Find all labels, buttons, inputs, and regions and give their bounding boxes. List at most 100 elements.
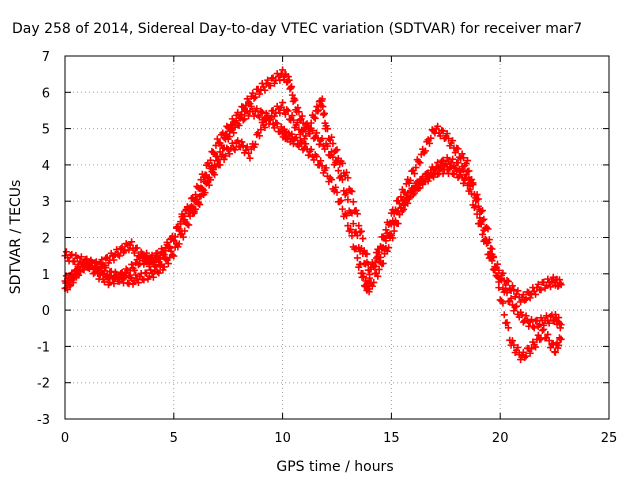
data-point [353,232,361,240]
data-point [205,162,213,170]
data-point [348,187,356,195]
data-point [479,207,487,214]
data-point [421,177,429,185]
data-point [536,320,544,328]
data-point [255,113,263,121]
data-point [249,89,257,97]
data-point [344,222,352,230]
data-point [436,165,444,173]
data-point [118,268,126,276]
data-points [61,66,565,364]
data-point [522,295,530,303]
data-point [338,159,346,167]
data-point [510,341,518,349]
data-point [272,119,280,127]
data-point [421,147,429,155]
data-point [491,266,499,274]
data-point [371,262,379,270]
data-point [425,174,433,182]
data-point [149,273,157,281]
data-point [517,298,525,306]
data-point [241,107,249,115]
data-point [239,116,247,124]
data-point [406,176,414,184]
series-track-c [61,95,565,364]
data-point [503,276,511,284]
data-point [145,262,153,270]
data-point [347,225,355,233]
data-point [288,130,296,138]
data-point [368,259,376,267]
data-point [323,125,331,133]
data-point [344,174,352,182]
data-point [133,256,141,264]
data-point [416,159,424,167]
data-point [390,221,398,229]
data-point [209,148,217,156]
data-point [306,125,314,133]
data-point [103,273,111,281]
data-point [522,312,530,320]
data-point [555,276,563,284]
data-point [121,272,129,280]
data-point [385,231,393,239]
data-point [538,326,546,334]
data-point [238,138,246,146]
data-point [192,191,200,199]
data-point [449,155,457,163]
data-point [250,94,258,102]
data-point [365,288,373,296]
data-point [294,118,302,126]
data-point [416,184,424,192]
data-point [323,142,331,150]
data-point [468,180,476,188]
data-point [148,255,156,263]
data-point [359,235,367,243]
data-point [317,157,325,165]
data-point [499,299,507,307]
data-point [469,181,477,189]
data-point [231,146,239,154]
data-point [223,122,231,130]
data-point [379,259,387,267]
data-point [363,250,371,258]
data-point [503,319,511,327]
data-point [205,181,213,189]
data-point [343,212,351,220]
data-point [110,280,118,288]
data-point [406,193,414,201]
data-point [320,110,328,118]
data-point [450,170,458,178]
data-point [510,286,518,294]
data-point [449,169,457,177]
data-point [65,278,73,286]
data-point [530,324,538,332]
x-tick-label: 20 [492,431,509,446]
data-point [510,307,518,315]
data-point [68,250,76,258]
data-point [255,132,263,140]
data-point [231,119,239,127]
data-point [451,164,459,172]
data-point [555,341,563,349]
data-point [221,130,229,138]
data-point [122,265,130,273]
data-point [473,191,481,199]
data-point [438,157,446,165]
data-point [397,204,405,212]
data-point [536,336,544,344]
data-point [295,108,303,116]
data-point [251,93,259,101]
data-point [175,225,183,233]
data-point [382,237,390,245]
data-point [100,262,108,270]
data-point [153,268,161,276]
data-point [532,290,540,298]
data-point [545,337,553,345]
data-point [121,247,129,255]
data-point [329,153,337,161]
data-point [77,260,85,268]
data-point [239,142,247,150]
data-point [211,171,219,179]
